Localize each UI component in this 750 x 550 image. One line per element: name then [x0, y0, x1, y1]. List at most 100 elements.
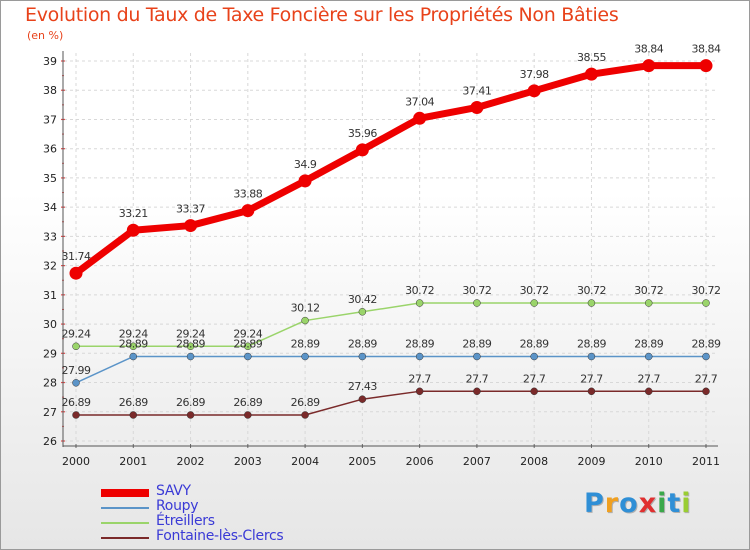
- data-label: 29.24: [233, 327, 262, 340]
- x-tick-label: 2000: [62, 455, 90, 468]
- data-point: [415, 352, 424, 361]
- logo-letter: P: [584, 488, 605, 519]
- legend-label: Étreillers: [156, 513, 215, 529]
- y-tick-label: 26: [43, 435, 57, 448]
- data-label: 27.7: [637, 372, 660, 385]
- data-label: 37.04: [405, 95, 434, 108]
- data-label: 30.72: [520, 284, 549, 297]
- data-point: [415, 387, 424, 396]
- y-tick-label: 30: [43, 318, 57, 331]
- data-point: [129, 411, 138, 419]
- data-point: [587, 299, 596, 307]
- y-tick-label: 32: [43, 260, 57, 273]
- data-point: [355, 143, 369, 157]
- data-point: [358, 395, 367, 403]
- data-label: 27.7: [466, 372, 489, 385]
- data-point: [126, 223, 140, 237]
- legend-label: Fontaine-lès-Clercs: [156, 528, 284, 544]
- data-point: [473, 387, 481, 396]
- data-point: [415, 299, 424, 307]
- data-label: 37.98: [520, 68, 549, 81]
- data-point: [129, 342, 138, 351]
- legend-swatch: [101, 522, 149, 524]
- logo-letter: i: [681, 488, 692, 519]
- data-labels: 31.74 33.21 33.37 33.88 34.9 35.96 37.04 37.41 3…: [62, 43, 722, 409]
- data-label: 33.21: [119, 207, 148, 220]
- data-point: [530, 352, 538, 361]
- chart-title: Evolution du Taux de Taxe Foncière sur l…: [25, 4, 619, 26]
- data-label: 38.84: [634, 43, 663, 56]
- y-tick-label: 31: [43, 289, 57, 302]
- data-point: [72, 342, 80, 351]
- data-point: [644, 352, 653, 361]
- data-label: 38.84: [692, 43, 721, 56]
- data-point: [72, 379, 80, 387]
- x-tick-label: 2002: [177, 455, 205, 468]
- data-label: 30.72: [405, 284, 434, 297]
- data-label: 30.72: [634, 284, 663, 297]
- y-tick-label: 38: [43, 84, 57, 97]
- chart-subtitle: (en %): [27, 29, 64, 42]
- data-point: [644, 387, 653, 396]
- data-label: 26.89: [291, 396, 320, 409]
- data-label: 28.89: [634, 338, 663, 351]
- data-point: [72, 411, 80, 419]
- data-label: 33.37: [176, 203, 205, 216]
- data-label: 26.89: [176, 396, 205, 409]
- logo-letter: r: [604, 488, 620, 519]
- data-label: 29.24: [119, 327, 148, 340]
- data-point: [587, 352, 596, 361]
- series-line-Roupy: [75, 355, 706, 384]
- data-point: [642, 59, 656, 73]
- data-point: [644, 299, 653, 307]
- x-tick-label: 2004: [291, 455, 319, 468]
- data-label: 26.89: [119, 396, 148, 409]
- data-label: 30.12: [291, 302, 320, 315]
- data-label: 29.24: [62, 327, 91, 340]
- data-point: [301, 411, 309, 419]
- y-tick-label: 29: [43, 347, 57, 360]
- data-point: [470, 100, 484, 114]
- data-point: [358, 352, 367, 361]
- data-label: 27.7: [695, 372, 718, 385]
- data-label: 30.42: [348, 293, 377, 306]
- data-label: 28.89: [520, 338, 549, 351]
- data-point: [699, 59, 713, 73]
- series-line-Étreillers: [76, 302, 706, 348]
- data-point: [244, 411, 252, 419]
- data-label: 30.72: [462, 284, 491, 297]
- x-tick-label: 2005: [348, 455, 376, 468]
- legend-swatch: [101, 507, 149, 509]
- data-label: 27.99: [62, 364, 91, 377]
- data-point: [530, 299, 538, 307]
- data-label: 28.89: [233, 338, 262, 351]
- y-tick-label: 35: [43, 172, 57, 185]
- data-point: [298, 174, 312, 188]
- data-label: 29.24: [176, 327, 205, 340]
- data-label: 27.43: [348, 380, 377, 393]
- data-label: 33.88: [233, 188, 262, 201]
- data-point: [186, 342, 195, 351]
- series-line-Fontaine-lès-Clercs: [76, 390, 706, 416]
- axes: 26 27 28 29 30 31 32 33 34 35 36 37 38 39 2000 2001 2002…: [43, 51, 720, 468]
- x-tick-label: 2011: [692, 455, 720, 468]
- data-point: [702, 299, 710, 307]
- data-label: 28.89: [577, 338, 606, 351]
- proxiti-logo: Proxiti: [584, 488, 692, 519]
- data-point: [244, 342, 252, 351]
- data-label: 28.89: [348, 338, 377, 351]
- data-point: [473, 299, 481, 307]
- series-lines: [69, 59, 713, 419]
- data-label: 27.7: [580, 372, 603, 385]
- grid-lines: [64, 53, 716, 442]
- data-point: [413, 111, 427, 125]
- data-label: 26.89: [62, 396, 91, 409]
- logo-letter: t: [667, 488, 682, 519]
- x-tick-label: 2008: [520, 455, 548, 468]
- logo-letter: x: [638, 488, 658, 519]
- data-label: 27.7: [408, 372, 431, 385]
- data-label: 28.89: [176, 338, 205, 351]
- data-point: [241, 204, 255, 218]
